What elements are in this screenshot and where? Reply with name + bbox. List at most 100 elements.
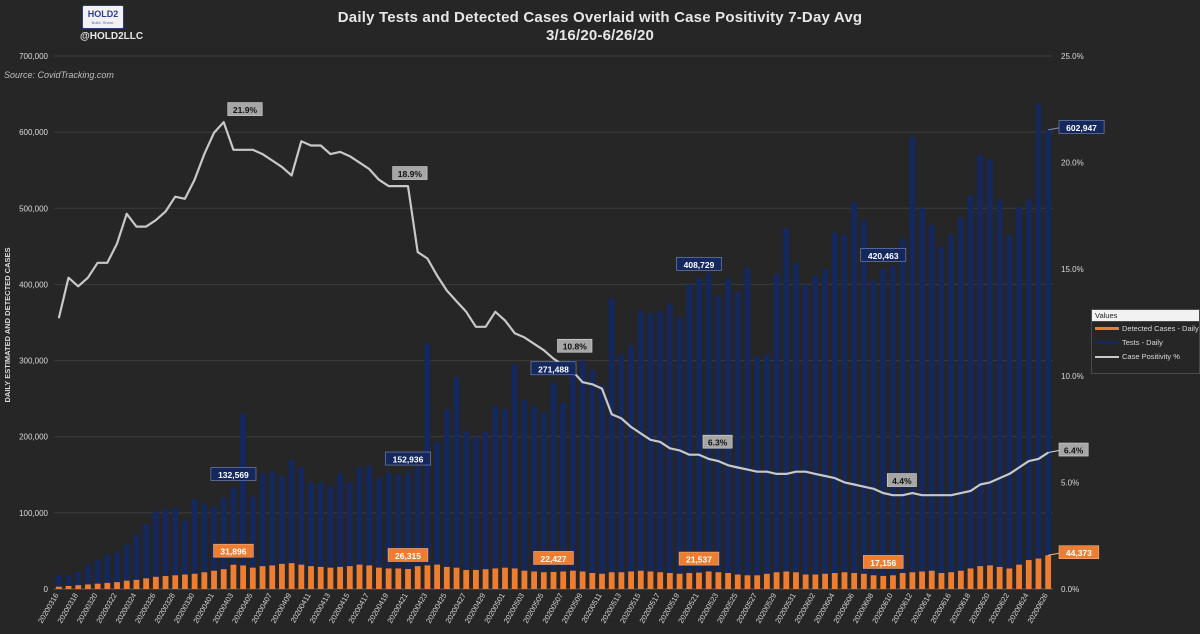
legend-swatch-positivity <box>1095 356 1119 358</box>
label-leader <box>1048 450 1060 454</box>
y-tick-label: 400,000 <box>19 280 48 289</box>
cases-bar <box>599 573 605 589</box>
y2-tick-label: 15.0% <box>1061 265 1084 274</box>
y2-tick-label: 10.0% <box>1061 372 1084 381</box>
cases-bar <box>705 571 712 589</box>
tests-bar <box>298 467 305 589</box>
cases-bar <box>356 564 363 589</box>
tests-bar <box>65 575 72 589</box>
tests-bar <box>899 238 906 589</box>
cases-bar <box>414 566 421 589</box>
cases-bar <box>793 572 799 589</box>
cases-bar <box>870 575 877 589</box>
cases-bar <box>977 566 984 589</box>
tests-bar <box>550 382 557 589</box>
tests-bar <box>249 496 256 589</box>
tests-bar <box>230 488 237 589</box>
label-text: 4.4% <box>892 476 912 486</box>
cases-bar <box>376 567 382 589</box>
cases-bar <box>366 565 373 589</box>
data-label: 408,729 <box>676 256 722 271</box>
tests-bar <box>734 292 741 589</box>
cases-bar <box>143 578 150 589</box>
tests-bar <box>376 477 382 589</box>
cases-bar <box>65 585 72 589</box>
cases-bar <box>327 567 334 589</box>
cases-bar <box>880 575 887 589</box>
cases-bar <box>453 567 460 589</box>
y-axis-title: DAILY ESTIMATED AND DETECTED CASES <box>3 247 12 402</box>
cases-bar <box>434 564 441 589</box>
cases-bar <box>890 575 896 589</box>
cases-bar <box>579 571 586 589</box>
cases-bar <box>317 566 324 589</box>
cases-bar <box>337 566 344 589</box>
cases-bar <box>987 565 993 589</box>
cases-bar <box>385 568 392 589</box>
cases-bar <box>996 566 1003 589</box>
legend-label-tests: Tests - Daily <box>1122 338 1163 347</box>
tests-bar <box>589 369 596 589</box>
label-box <box>676 256 722 271</box>
cases-bar <box>220 569 227 589</box>
cases-bar <box>104 582 111 589</box>
tests-bar <box>443 409 450 589</box>
tests-bar <box>676 317 683 589</box>
positivity-line <box>57 120 1049 497</box>
cases-bar <box>569 570 576 589</box>
cases-bar <box>1035 558 1042 589</box>
tests-bar <box>637 311 644 589</box>
label-text: 408,729 <box>684 260 715 270</box>
cases-bar <box>657 572 664 589</box>
label-text: 31,896 <box>220 547 246 557</box>
cases-bar <box>802 574 809 589</box>
label-box <box>1058 545 1100 560</box>
tests-bar <box>434 442 441 589</box>
tests-bar <box>94 560 101 589</box>
cases-bar <box>860 573 867 589</box>
data-label: 4.4% <box>886 473 917 487</box>
cases-bar <box>948 572 955 589</box>
cases-bar <box>463 569 470 589</box>
cases-bar <box>191 573 198 589</box>
label-box <box>533 551 574 565</box>
tests-bar <box>463 431 470 589</box>
tests-bar <box>511 364 518 589</box>
cases-bar <box>279 563 285 589</box>
tests-bar <box>540 412 547 589</box>
cases-bar <box>152 576 159 589</box>
label-box <box>1058 120 1105 134</box>
tests-bar <box>279 476 285 589</box>
tests-bar <box>957 217 964 589</box>
cases-bar <box>405 568 411 589</box>
label-text: 271,488 <box>538 364 569 374</box>
cases-bar <box>831 573 838 589</box>
label-box <box>1058 442 1089 457</box>
cases-bar <box>531 571 538 589</box>
label-box <box>392 166 428 180</box>
data-label: 21.9% <box>227 102 263 116</box>
tests-bar <box>123 544 130 589</box>
legend-item-cases: Detected Cases - Daily <box>1092 322 1199 336</box>
tests-bar <box>152 511 159 589</box>
twitter-handle: @HOLD2LLC <box>80 31 144 42</box>
tests-bar <box>928 225 935 589</box>
tests-bar <box>356 467 363 589</box>
cases-bar <box>676 573 683 589</box>
tests-bar <box>104 554 111 589</box>
tests-bar <box>327 486 334 589</box>
cases-bar <box>686 573 693 589</box>
tests-bar <box>812 275 819 589</box>
cases-bar <box>754 575 761 589</box>
tests-bar <box>424 343 431 589</box>
label-box <box>213 543 254 558</box>
tests-bar <box>909 136 916 589</box>
data-label: 132,569 <box>210 467 257 481</box>
cases-bar <box>1045 555 1052 589</box>
tests-bar <box>628 345 635 589</box>
cases-bar <box>288 563 295 589</box>
x-axis: 2020031620200318202003202020032220200324… <box>36 592 1050 625</box>
tests-bar <box>414 467 421 589</box>
cases-bar <box>114 582 120 589</box>
tests-bar <box>725 278 731 589</box>
